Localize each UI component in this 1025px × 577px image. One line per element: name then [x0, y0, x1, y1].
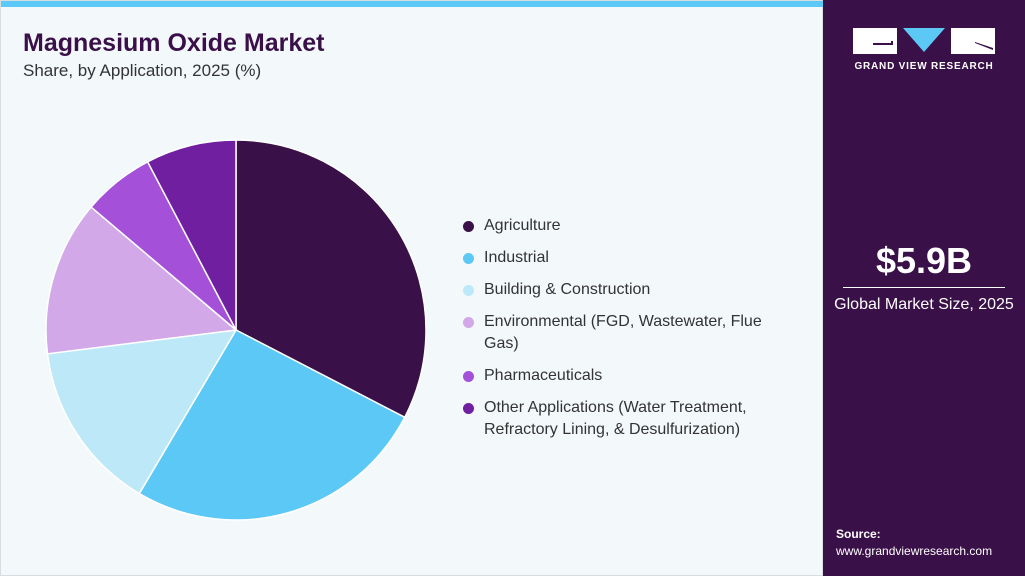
legend-label: Industrial: [484, 249, 549, 266]
pie-slice-0: [235, 139, 427, 419]
source-label: Source:: [836, 527, 881, 541]
chart-title: Magnesium Oxide Market: [23, 29, 325, 57]
legend-item: Industrial: [463, 247, 794, 269]
legend-label: Pharmaceuticals: [484, 367, 603, 384]
source-link[interactable]: www.grandviewresearch.com: [836, 544, 993, 558]
sidebar: GRAND VIEW RESEARCH $5.9B Global Market …: [823, 0, 1025, 576]
pie-slice-5: [146, 139, 237, 331]
legend-item: Agriculture: [463, 215, 794, 237]
legend-swatch: [463, 317, 474, 328]
pie-slice-2: [46, 329, 238, 495]
pie-slice-3: [45, 206, 238, 355]
legend-label: Building & Construction: [484, 281, 651, 298]
chart-panel: Magnesium Oxide Market Share, by Applica…: [0, 0, 824, 576]
legend-label: Environmental (FGD, Wastewater, Flue Gas…: [484, 313, 762, 352]
pie-chart: [45, 139, 427, 521]
legend-item: Pharmaceuticals: [463, 365, 794, 387]
market-size-value: $5.9B: [875, 240, 973, 281]
legend: Agriculture Industrial Building & Construc…: [463, 215, 794, 451]
legend-label: Other Applications (Water Treatment, Ref…: [484, 399, 747, 438]
legend-swatch: [463, 285, 474, 296]
legend-swatch: [463, 221, 474, 232]
legend-item: Environmental (FGD, Wastewater, Flue Gas…: [463, 311, 794, 355]
legend-swatch: [463, 253, 474, 264]
pie-slice-1: [138, 329, 406, 521]
legend-item: Building & Construction: [463, 279, 794, 301]
source: Source: www.grandviewresearch.com: [836, 526, 992, 560]
chart-subtitle: Share, by Application, 2025 (%): [23, 61, 262, 80]
legend-swatch: [463, 403, 474, 414]
legend-swatch: [463, 371, 474, 382]
legend-label: Agriculture: [484, 217, 561, 234]
accent-bar: [1, 1, 824, 7]
grand-view-logo-icon: [853, 28, 995, 54]
market-size-label: Global Market Size, 2025: [834, 296, 1014, 313]
legend-item: Other Applications (Water Treatment, Ref…: [463, 397, 794, 441]
logo-text: GRAND VIEW RESEARCH: [854, 61, 994, 72]
divider: [843, 287, 1005, 288]
